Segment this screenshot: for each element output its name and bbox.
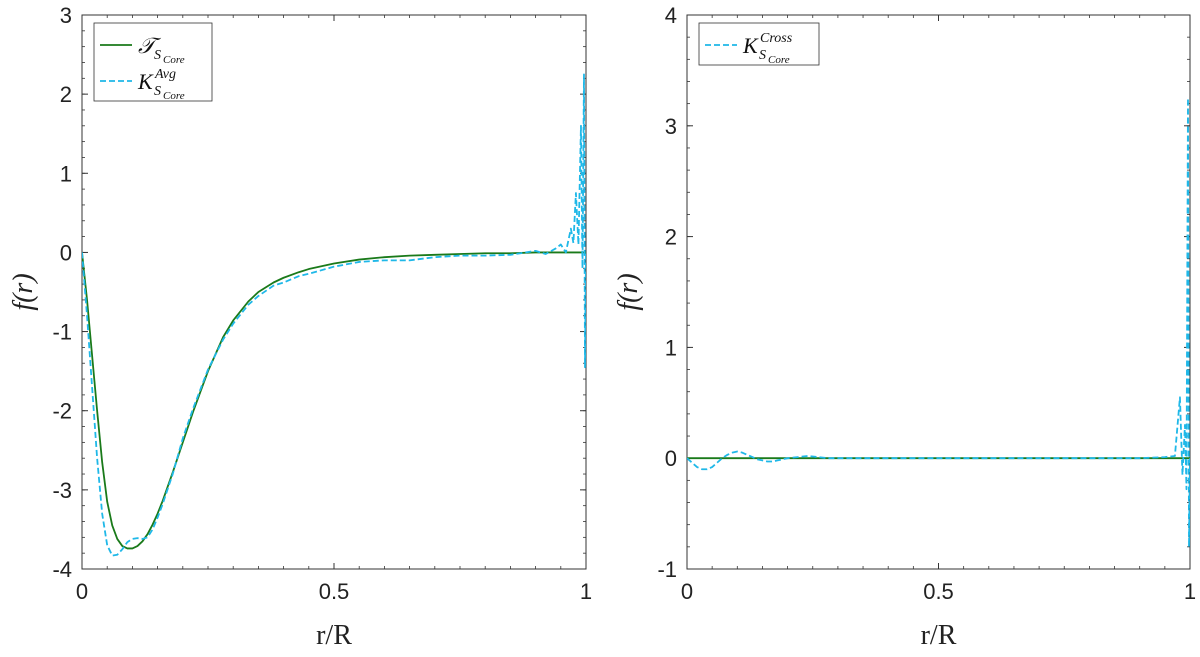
y-tick-label: 3 <box>665 114 677 139</box>
y-tick-label: -1 <box>52 320 72 345</box>
y-tick-label: -1 <box>657 557 677 582</box>
x-tick-label: 0.5 <box>923 579 954 604</box>
legend-box <box>698 22 820 66</box>
y-tick-label: 2 <box>665 225 677 250</box>
legend-label-sub2: Core <box>768 54 790 66</box>
y-tick-label: 4 <box>665 3 677 28</box>
legend-label-sub: S <box>759 48 766 63</box>
y-tick-label: -3 <box>52 478 72 503</box>
legend-label-sup: Cross <box>760 31 793 46</box>
y-tick-label: 2 <box>60 82 72 107</box>
y-tick-label: -4 <box>52 557 72 582</box>
legend-box <box>93 22 213 102</box>
x-axis-title: r/R <box>316 620 352 651</box>
y-tick-label: -2 <box>52 399 72 424</box>
legend-label-sub: S <box>154 84 161 99</box>
plot-frame <box>81 14 587 570</box>
y-tick-label: 1 <box>60 161 72 186</box>
x-tick-label: 0 <box>76 579 88 604</box>
legend-label-sub2: Core <box>163 54 185 66</box>
y-axis-title: f(r) <box>613 273 644 310</box>
y-tick-label: 1 <box>665 335 677 360</box>
legend-label-sub: S <box>154 48 161 63</box>
y-tick-label: 0 <box>60 240 72 265</box>
x-tick-label: 1 <box>1184 579 1196 604</box>
legend-label: K <box>137 69 154 94</box>
plot-frame <box>686 14 1191 570</box>
y-axis-title: f(r) <box>8 273 39 310</box>
series-line-1 <box>82 251 586 550</box>
y-tick-label: 3 <box>60 3 72 28</box>
series-line-2 <box>687 97 1190 548</box>
x-tick-label: 1 <box>580 579 592 604</box>
x-tick-label: 0.5 <box>319 579 350 604</box>
legend-label: K <box>742 33 759 58</box>
x-tick-label: 0 <box>681 579 693 604</box>
legend-label-sub2: Core <box>163 90 185 102</box>
legend: K S Core Cross <box>698 22 820 66</box>
y-tick-label: 0 <box>665 446 677 471</box>
legend-label-sup: Avg <box>154 67 176 82</box>
x-axis-title: r/R <box>921 620 957 651</box>
series-line-2 <box>82 73 586 557</box>
